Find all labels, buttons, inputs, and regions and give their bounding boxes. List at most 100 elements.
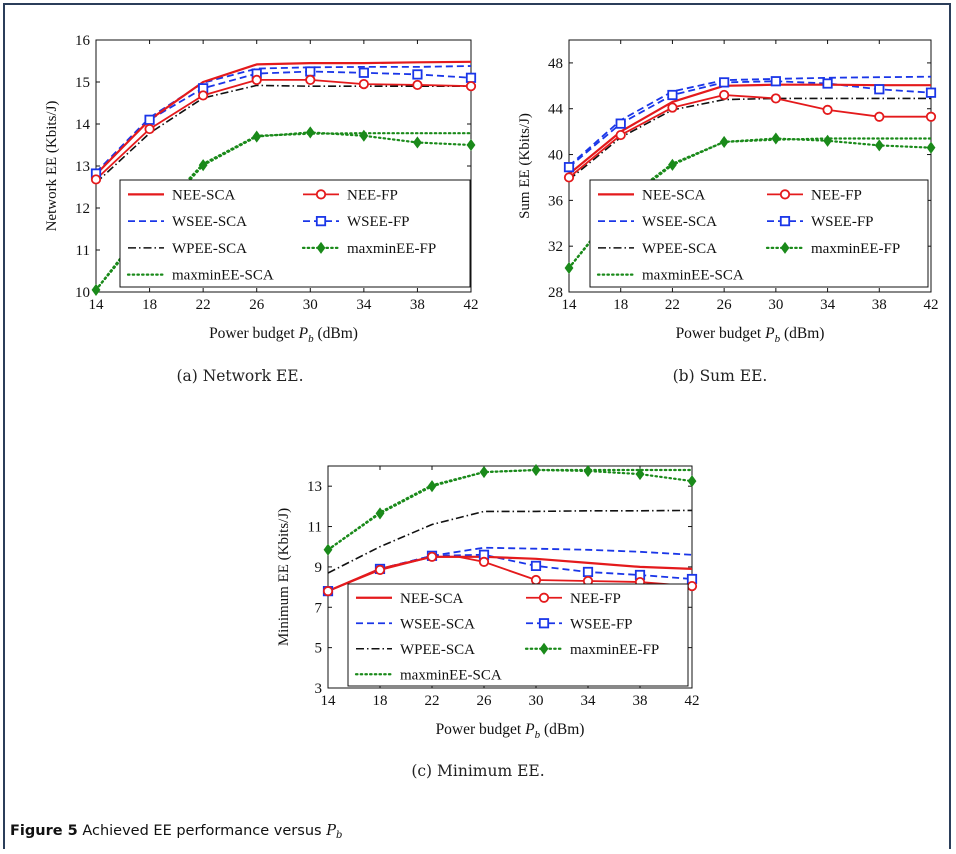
figure-caption-text: Achieved EE performance versus xyxy=(82,823,322,839)
data-point-nee-fp xyxy=(251,74,262,86)
data-point-maxminee-fp xyxy=(479,466,489,479)
data-point-nee-fp xyxy=(478,556,490,567)
series-line-nee-fp xyxy=(569,94,931,179)
data-point-maxminee-fp xyxy=(564,261,574,274)
x-tick-label: 34 xyxy=(820,297,836,313)
legend-label-wsee-fp: WSEE-FP xyxy=(570,616,633,632)
data-point-nee-fp xyxy=(322,586,334,597)
data-point-maxminee-fp xyxy=(359,129,369,142)
data-point-nee-fp xyxy=(874,111,885,122)
data-point-wsee-fp xyxy=(822,78,833,89)
x-tick-label: 18 xyxy=(142,297,157,313)
y-tick-label: 7 xyxy=(315,600,323,616)
x-axis-label: Power budget Pb (dBm) xyxy=(436,721,585,741)
data-point-wsee-fp xyxy=(615,118,626,129)
x-tick-label: 26 xyxy=(249,297,265,313)
data-point-maxminee-fp xyxy=(874,139,884,152)
x-tick-label: 30 xyxy=(303,297,318,313)
series-line-wsee-fp xyxy=(569,80,931,168)
y-tick-label: 3 xyxy=(315,681,323,697)
data-point-maxminee-fp xyxy=(413,136,422,149)
y-axis-label: Sum EE (Kbits/J) xyxy=(517,113,533,219)
data-point-wsee-fp xyxy=(144,114,155,125)
legend-label-wpee-sca: WPEE-SCA xyxy=(400,642,475,658)
x-tick-label: 22 xyxy=(425,693,440,709)
data-point-wsee-fp xyxy=(412,69,423,80)
data-point-nee-fp xyxy=(90,174,102,185)
x-tick-label: 18 xyxy=(613,297,628,313)
data-point-maxminee-fp xyxy=(687,475,697,488)
subcaption-a: (a) Network EE. xyxy=(176,367,304,385)
data-point-nee-fp xyxy=(412,79,423,91)
legend-label-nee-sca: NEE-SCA xyxy=(172,187,236,203)
series-line-maxminee-fp xyxy=(569,137,931,269)
series-line-maxminee-sca xyxy=(328,468,692,551)
data-point-maxminee-fp xyxy=(252,130,262,143)
series-line-wsee-fp xyxy=(328,553,692,592)
x-tick-label: 38 xyxy=(410,297,425,313)
legend-marker-maxminee-fp xyxy=(780,241,790,254)
data-point-maxminee-fp xyxy=(91,283,101,296)
data-point-maxminee-fp xyxy=(668,158,677,171)
data-point-wsee-fp xyxy=(358,67,369,78)
legend-label-wsee-sca: WSEE-SCA xyxy=(400,616,475,632)
x-axis-label: Power budget Pb (dBm) xyxy=(676,325,825,345)
data-point-maxminee-fp xyxy=(635,468,645,481)
x-tick-label: 22 xyxy=(196,297,211,313)
data-point-wsee-fp xyxy=(582,566,594,578)
y-tick-label: 15 xyxy=(75,75,90,91)
data-point-nee-fp xyxy=(374,564,386,576)
legend-marker-nee-fp xyxy=(779,189,791,200)
subcaption-b: (b) Sum EE. xyxy=(672,367,768,385)
data-point-maxminee-fp xyxy=(305,126,315,139)
chart-network-ee: 14 18 22 26 30 34 38 42 10 11 12 13 14 15 16 Power budg… xyxy=(44,33,479,345)
legend-label-nee-fp: NEE-FP xyxy=(811,187,862,203)
chart-minimum-ee: 14 18 22 26 30 34 38 42 3 5 7 9 11 13 Power budget Pb … xyxy=(276,463,700,741)
x-tick-label: 18 xyxy=(373,693,388,709)
legend-label-nee-fp: NEE-FP xyxy=(347,187,398,203)
series-line-wsee-sca xyxy=(569,75,931,167)
legend-label-wsee-sca: WSEE-SCA xyxy=(642,214,717,230)
legend-label-maxminee-sca: maxminEE-SCA xyxy=(642,268,744,284)
data-point-nee-fp xyxy=(667,102,678,113)
x-tick-label: 38 xyxy=(633,693,648,709)
legend-label-maxminee-fp: maxminEE-FP xyxy=(570,642,659,658)
legend-marker-maxminee-fp xyxy=(316,241,326,254)
legend-label-nee-fp: NEE-FP xyxy=(570,591,621,607)
legend-label-wpee-sca: WPEE-SCA xyxy=(642,241,717,257)
x-tick-label: 34 xyxy=(356,297,372,313)
legend-marker-nee-fp xyxy=(315,189,327,200)
data-point-nee-fp xyxy=(426,551,438,562)
y-tick-label: 28 xyxy=(548,285,563,301)
series-line-wsee-fp xyxy=(96,70,471,175)
x-tick-label: 14 xyxy=(562,297,578,313)
x-tick-label: 30 xyxy=(768,297,783,313)
data-point-maxminee-fp xyxy=(771,132,781,145)
data-point-nee-fp xyxy=(198,90,209,101)
y-tick-label: 40 xyxy=(548,148,563,164)
legend-label-wpee-sca: WPEE-SCA xyxy=(172,241,247,257)
series-line-wpee-sca xyxy=(96,84,471,184)
x-tick-label: 34 xyxy=(581,693,597,709)
data-point-wsee-fp xyxy=(770,76,781,87)
legend-marker-wsee-fp xyxy=(315,216,327,227)
data-point-maxminee-fp xyxy=(531,463,541,477)
series-line-wsee-sca xyxy=(96,65,471,173)
legend-label-maxminee-fp: maxminEE-FP xyxy=(347,241,436,257)
x-tick-label: 38 xyxy=(872,297,887,313)
y-tick-label: 11 xyxy=(76,243,90,259)
data-point-wsee-fp xyxy=(465,72,477,83)
series-line-wpee-sca xyxy=(569,97,931,181)
data-point-wsee-fp xyxy=(719,77,730,88)
chart-sum-ee: 14 18 22 26 30 34 38 42 28 32 36 40 44 48 Power budget… xyxy=(517,39,939,345)
data-point-maxminee-fp xyxy=(823,134,832,147)
x-tick-label: 14 xyxy=(89,297,105,313)
x-tick-label: 42 xyxy=(924,297,939,313)
y-tick-label: 44 xyxy=(548,102,564,118)
legend-marker-nee-fp xyxy=(538,592,550,603)
y-tick-label: 48 xyxy=(548,56,563,72)
x-tick-label: 26 xyxy=(477,693,493,709)
legend-label-wsee-sca: WSEE-SCA xyxy=(172,214,247,230)
y-tick-label: 32 xyxy=(548,239,563,255)
legend-label-wsee-fp: WSEE-FP xyxy=(811,214,874,230)
